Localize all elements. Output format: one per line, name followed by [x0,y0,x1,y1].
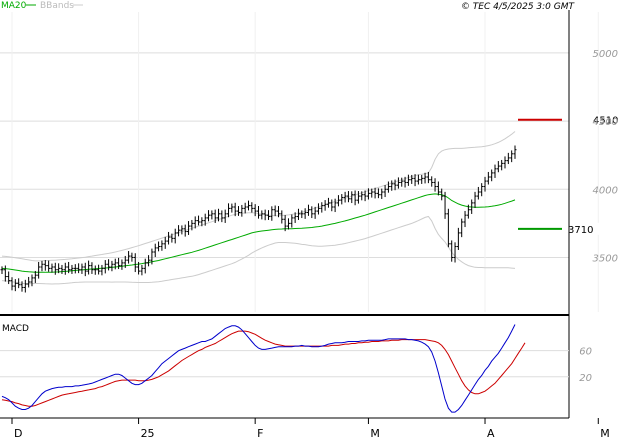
ma20-line [1,193,516,273]
price-tick-label: 4000 [593,185,618,196]
price-tick-label: 5000 [593,49,618,60]
macd-axis: 60 20 [579,347,592,384]
resistance-label-bg [590,113,616,126]
x-axis: D 25 F M A M [11,418,610,440]
price-axis: 5000 4500 4000 3500 [593,49,618,265]
macd-lines [1,324,526,413]
price-levels: 4510 3710 [518,113,618,236]
x-tick-label: M [370,427,380,440]
x-tick-label: M [600,427,610,440]
legend-bbands: BBands [40,1,74,11]
resistance-label: 4510 [593,116,618,127]
macd-gridlines [0,350,569,378]
copyright-text: © TEC 4/5/2025 3:0 GMT [461,2,576,12]
signal-line [1,330,526,407]
price-gridlines [0,12,599,312]
x-tick-label: 25 [141,427,155,440]
x-tick-label: D [14,427,22,440]
macd-label: MACD [2,324,29,334]
macd-tick-label: 20 [579,373,592,384]
macd-tick-label: 60 [579,347,592,358]
x-tick-label: A [487,427,495,440]
support-label: 3710 [568,225,593,236]
legend-ma20: MA20 [1,1,27,11]
bb-upper-line [1,131,516,262]
macd-line [1,324,516,413]
price-tick-label: 3500 [593,253,618,264]
support-label-bg [590,222,616,235]
x-tick-label: F [257,427,263,440]
price-tick-label: 4500 [593,117,618,128]
bb-lower-line [1,215,516,285]
ma20-path [1,193,516,273]
price-bars [0,145,517,293]
